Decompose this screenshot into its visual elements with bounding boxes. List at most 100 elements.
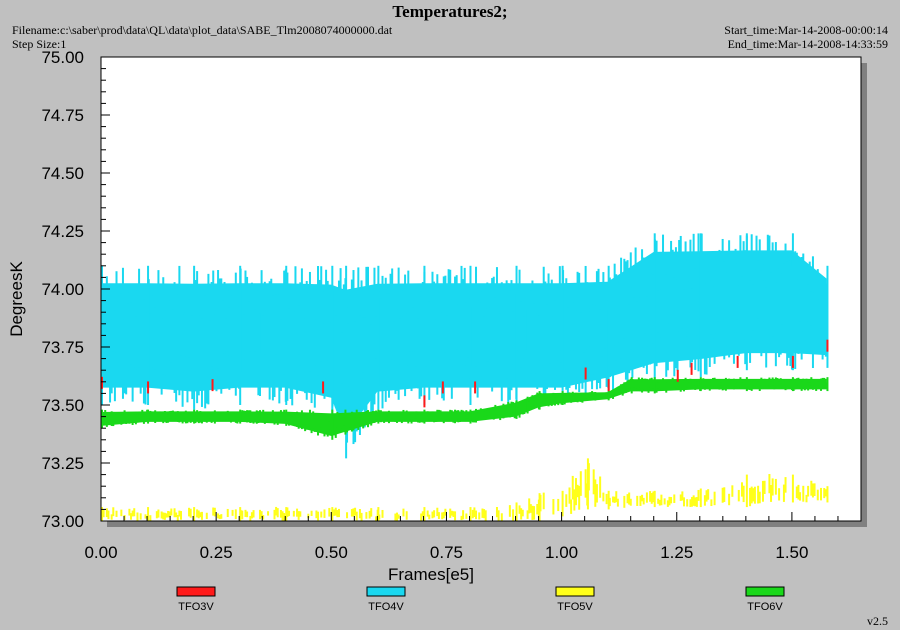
tfo5v-mark bbox=[642, 497, 645, 505]
tfo4v-mark bbox=[802, 253, 805, 332]
tfo6v-mark bbox=[584, 395, 587, 401]
tfo4v-mark bbox=[355, 304, 358, 432]
tfo4v-mark bbox=[170, 290, 173, 363]
tfo5v-legend-label: TFO5V bbox=[557, 601, 593, 613]
tfo6v-mark bbox=[344, 409, 347, 435]
tfo6v-mark bbox=[595, 393, 598, 399]
tfo5v-mark bbox=[241, 510, 244, 520]
tfo4v-mark bbox=[650, 273, 653, 335]
tfo6v-mark bbox=[389, 414, 392, 421]
tfo6v-mark bbox=[371, 410, 374, 422]
tfo6v-mark bbox=[162, 413, 165, 424]
y-tick-label: 73.75 bbox=[41, 338, 84, 357]
tfo6v-mark bbox=[176, 411, 179, 422]
tfo5v-point bbox=[561, 490, 564, 517]
tfo5v-mark bbox=[157, 509, 160, 518]
tfo4v-mark bbox=[820, 295, 823, 329]
tfo4v-mark bbox=[315, 284, 318, 366]
tfo4v-mark bbox=[610, 282, 613, 354]
tfo4v-mark bbox=[574, 310, 577, 390]
tfo4v-mark bbox=[560, 285, 563, 363]
tfo6v-mark bbox=[439, 410, 442, 419]
tfo5v-mark bbox=[531, 505, 534, 520]
tfo6v-mark bbox=[715, 378, 718, 389]
tfo4v-mark bbox=[731, 267, 734, 319]
tfo4v-mark bbox=[776, 282, 779, 344]
tfo4v-mark bbox=[602, 272, 605, 376]
tfo6v-mark bbox=[373, 411, 376, 423]
tfo6v-point bbox=[147, 409, 150, 424]
tfo4v-mark bbox=[210, 282, 213, 367]
tfo6v-mark bbox=[615, 389, 618, 396]
tfo6v-mark bbox=[529, 398, 532, 407]
tfo4v-mark bbox=[118, 286, 121, 373]
version-label: v2.5 bbox=[867, 614, 888, 628]
tfo4v-mark bbox=[120, 293, 123, 380]
tfo5v-mark bbox=[328, 507, 331, 517]
tfo4v-mark bbox=[258, 313, 261, 397]
tfo6v-mark bbox=[118, 413, 121, 424]
tfo4v-mark bbox=[721, 238, 724, 320]
tfo6v-point bbox=[193, 409, 196, 424]
tfo5v-mark bbox=[368, 510, 371, 519]
tfo5v-mark bbox=[167, 510, 170, 518]
tfo6v-mark bbox=[666, 379, 669, 390]
tfo6v-mark bbox=[465, 410, 468, 419]
tfo5v-mark bbox=[584, 469, 587, 498]
tfo5v-mark bbox=[639, 495, 642, 506]
tfo6v-mark bbox=[500, 408, 503, 418]
tfo5v-mark bbox=[283, 513, 286, 521]
tfo6v-mark bbox=[494, 404, 497, 418]
tfo6v-mark bbox=[150, 412, 153, 420]
tfo4v-mark bbox=[202, 288, 205, 384]
tfo6v-mark bbox=[478, 412, 481, 418]
tfo4v-mark bbox=[476, 304, 479, 398]
tfo6v-mark bbox=[155, 412, 158, 420]
tfo6v-mark bbox=[528, 401, 531, 411]
tfo4v-mark bbox=[288, 308, 291, 383]
tfo6v-mark bbox=[608, 391, 611, 397]
tfo4v-mark bbox=[620, 257, 623, 359]
x-tick-label: 0.50 bbox=[315, 543, 348, 562]
tfo6v-mark bbox=[542, 396, 545, 404]
tfo6v-mark bbox=[334, 415, 337, 438]
tfo4v-mark bbox=[238, 306, 241, 389]
tfo6v-mark bbox=[603, 393, 606, 397]
tfo5v-mark bbox=[658, 499, 661, 506]
tfo4v-mark bbox=[657, 290, 660, 333]
tfo5v-mark bbox=[571, 475, 574, 500]
tfo4v-mark bbox=[642, 257, 645, 368]
tfo5v-point bbox=[826, 486, 829, 503]
tfo4v-mark bbox=[250, 282, 253, 385]
tfo6v-mark bbox=[212, 414, 215, 419]
tfo5v-mark bbox=[478, 512, 481, 520]
tfo6v-mark bbox=[120, 412, 123, 425]
tfo4v-mark bbox=[165, 297, 168, 376]
tfo6v-mark bbox=[246, 410, 249, 423]
tfo4v-mark bbox=[639, 297, 642, 345]
tfo5v-mark bbox=[450, 510, 453, 516]
tfo5v-mark bbox=[757, 485, 760, 504]
tfo6v-mark bbox=[121, 414, 124, 421]
tfo4v-mark bbox=[179, 284, 182, 356]
tfo4v-mark bbox=[410, 321, 413, 392]
tfo4v-mark bbox=[707, 254, 710, 354]
tfo5v-mark bbox=[520, 508, 523, 520]
tfo6v-mark bbox=[318, 416, 321, 432]
tfo4v-mark bbox=[231, 294, 234, 357]
tfo4v-mark bbox=[686, 260, 689, 337]
tfo4v-mark bbox=[144, 296, 147, 405]
tfo5v-mark bbox=[120, 509, 123, 517]
tfo6v-mark bbox=[739, 377, 742, 388]
tfo4v-mark bbox=[687, 281, 690, 351]
tfo6v-mark bbox=[583, 394, 586, 401]
tfo5v-mark bbox=[679, 494, 682, 501]
tfo6v-mark bbox=[109, 413, 112, 424]
tfo6v-mark bbox=[442, 412, 445, 424]
tfo6v-mark bbox=[323, 416, 326, 437]
tfo3v-point bbox=[826, 339, 829, 352]
tfo4v-mark bbox=[662, 234, 665, 362]
tfo6v-mark bbox=[221, 412, 224, 421]
tfo5v-point bbox=[239, 507, 242, 521]
tfo6v-mark bbox=[270, 411, 273, 423]
